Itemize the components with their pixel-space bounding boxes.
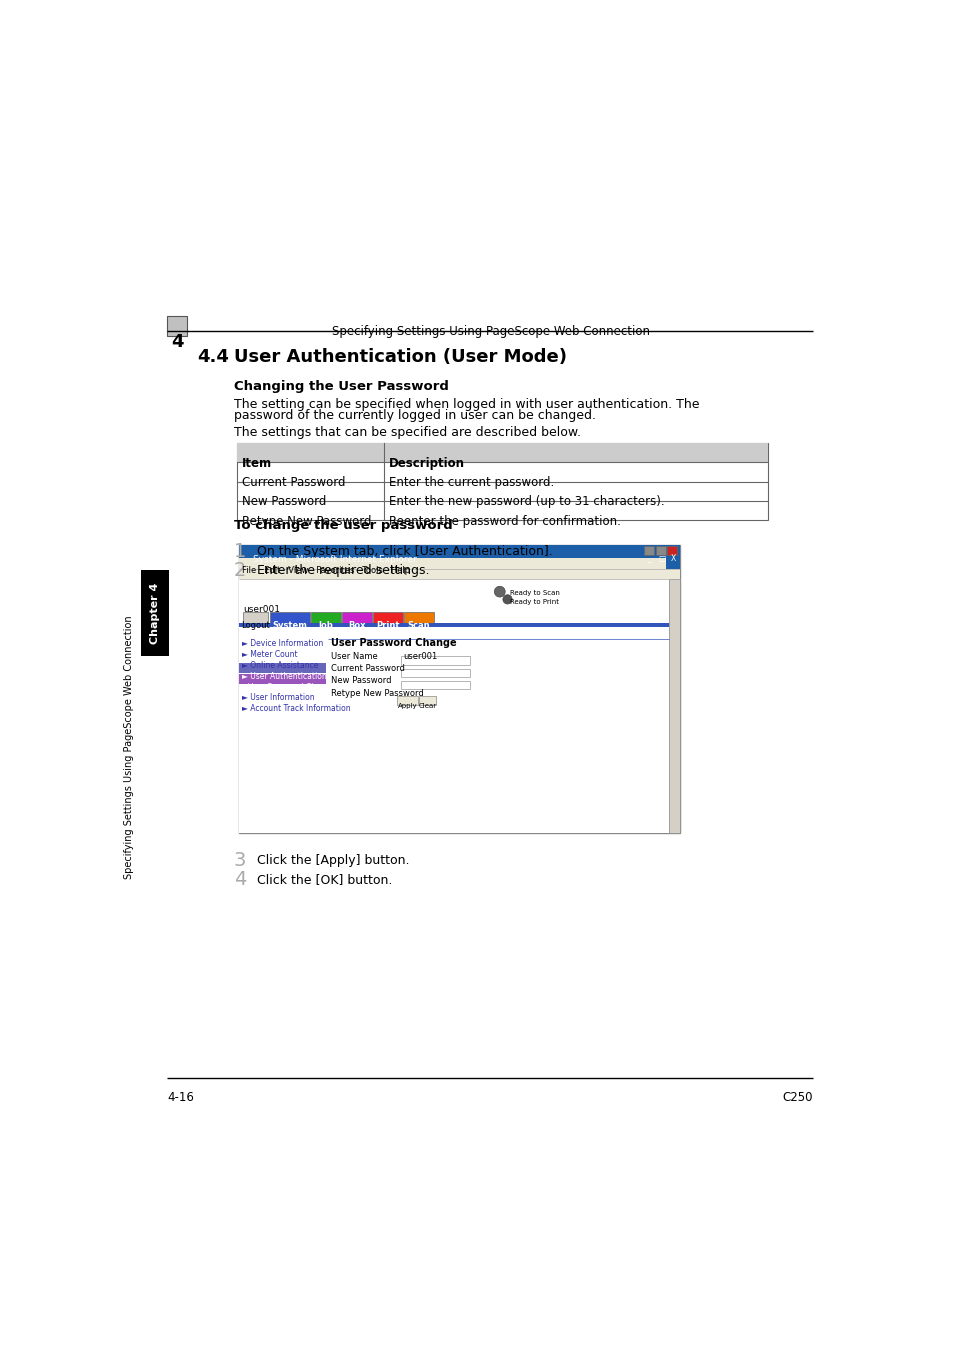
Text: The settings that can be specified are described below.: The settings that can be specified are d… — [233, 427, 580, 439]
Text: New Password: New Password — [331, 676, 391, 686]
Text: user001: user001 — [403, 652, 437, 660]
Text: 2: 2 — [233, 560, 246, 580]
Bar — [342, 612, 372, 624]
Text: Reenter the password for confirmation.: Reenter the password for confirmation. — [389, 514, 620, 528]
Bar — [239, 663, 326, 674]
Bar — [401, 680, 469, 690]
Text: 1: 1 — [233, 541, 246, 560]
Bar — [239, 558, 679, 568]
Text: Specifying Settings Using PageScope Web Connection: Specifying Settings Using PageScope Web … — [124, 616, 134, 879]
Text: user001: user001 — [243, 605, 280, 614]
Bar — [239, 630, 326, 641]
Bar — [239, 544, 679, 558]
Text: Specifying Settings Using PageScope Web Connection: Specifying Settings Using PageScope Web … — [332, 325, 650, 339]
Text: ► Account Track Information: ► Account Track Information — [241, 705, 350, 713]
Text: _: _ — [646, 554, 650, 563]
Bar — [239, 652, 326, 663]
Text: password of the currently logged in user can be changed.: password of the currently logged in user… — [233, 409, 596, 423]
Bar — [141, 570, 169, 656]
Text: Chapter 4: Chapter 4 — [150, 583, 160, 644]
Text: Logout: Logout — [241, 621, 270, 630]
Bar — [401, 656, 469, 664]
Text: File   Edit   View   Favorites   Tools   Help: File Edit View Favorites Tools Help — [242, 566, 410, 575]
Text: New Password: New Password — [241, 495, 326, 509]
Text: On the System tab, click [User Authentication].: On the System tab, click [User Authentic… — [257, 544, 553, 558]
Text: Description: Description — [389, 456, 464, 470]
Text: ► User Authentication: ► User Authentication — [241, 672, 326, 680]
Bar — [643, 547, 654, 555]
Text: Changing the User Password: Changing the User Password — [233, 379, 448, 393]
Text: Clear: Clear — [418, 703, 436, 709]
Text: Enter the new password (up to 31 characters).: Enter the new password (up to 31 charact… — [389, 495, 664, 509]
Text: ►User Password Change: ►User Password Change — [241, 683, 335, 691]
Bar — [239, 641, 326, 652]
Text: ► Device Information: ► Device Information — [241, 640, 323, 648]
Text: Box: Box — [348, 621, 366, 630]
Bar — [270, 612, 310, 624]
Bar — [373, 612, 402, 624]
Text: System - Microsoft Internet Explorer: System - Microsoft Internet Explorer — [253, 555, 416, 564]
Bar — [236, 443, 767, 520]
Text: Ready to Print: Ready to Print — [509, 599, 558, 605]
Text: 4.4: 4.4 — [196, 348, 229, 366]
Text: Job: Job — [318, 621, 334, 630]
Text: Current Password: Current Password — [241, 477, 345, 489]
Text: User Password Change: User Password Change — [331, 637, 456, 648]
Text: Enter the required settings.: Enter the required settings. — [257, 564, 429, 576]
Bar — [311, 612, 340, 624]
Text: Enter the current password.: Enter the current password. — [389, 477, 554, 489]
Bar — [243, 612, 268, 624]
Text: Item: Item — [241, 456, 272, 470]
Text: ► Online Assistance: ► Online Assistance — [241, 662, 317, 670]
Bar — [239, 624, 668, 628]
Text: Ready to Scan: Ready to Scan — [509, 590, 559, 597]
Text: Click the [OK] button.: Click the [OK] button. — [257, 873, 393, 887]
Bar — [239, 579, 668, 833]
Bar — [239, 674, 326, 684]
Bar — [666, 547, 677, 555]
Bar — [397, 697, 417, 705]
Bar — [239, 695, 326, 706]
Bar — [239, 684, 326, 695]
Text: Apply: Apply — [397, 703, 416, 709]
Text: ► Meter Count: ► Meter Count — [241, 651, 297, 659]
Bar — [655, 547, 665, 555]
Text: System: System — [272, 621, 307, 630]
Bar — [418, 697, 436, 705]
Text: □: □ — [658, 554, 665, 563]
Bar — [239, 544, 679, 833]
Circle shape — [494, 586, 505, 597]
Bar — [665, 558, 679, 568]
Text: User Authentication (User Mode): User Authentication (User Mode) — [233, 348, 566, 366]
Text: Retype New Password: Retype New Password — [241, 514, 371, 528]
Text: Scan: Scan — [408, 621, 430, 630]
Bar — [404, 612, 434, 624]
Text: 3: 3 — [233, 850, 246, 871]
Bar — [401, 668, 469, 678]
Text: Click the [Apply] button.: Click the [Apply] button. — [257, 855, 409, 867]
Circle shape — [502, 595, 512, 603]
Text: 4-16: 4-16 — [167, 1091, 194, 1103]
Text: To change the user password: To change the user password — [233, 518, 453, 532]
Text: Print: Print — [376, 621, 399, 630]
Text: 4: 4 — [171, 333, 183, 351]
Text: 4: 4 — [233, 871, 246, 890]
Text: X: X — [670, 554, 675, 563]
Bar — [239, 568, 679, 579]
Text: ► User Information: ► User Information — [241, 694, 314, 702]
Text: The setting can be specified when logged in with user authentication. The: The setting can be specified when logged… — [233, 398, 699, 410]
Bar — [236, 443, 767, 462]
Text: Current Password: Current Password — [331, 664, 404, 674]
Bar — [241, 547, 250, 556]
Bar — [167, 316, 187, 336]
Text: Retype New Password: Retype New Password — [331, 688, 423, 698]
Bar — [668, 579, 679, 833]
Text: User Name: User Name — [331, 652, 377, 660]
Text: C250: C250 — [781, 1091, 812, 1103]
